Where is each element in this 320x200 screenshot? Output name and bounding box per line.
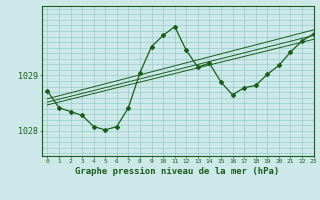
- X-axis label: Graphe pression niveau de la mer (hPa): Graphe pression niveau de la mer (hPa): [76, 167, 280, 176]
